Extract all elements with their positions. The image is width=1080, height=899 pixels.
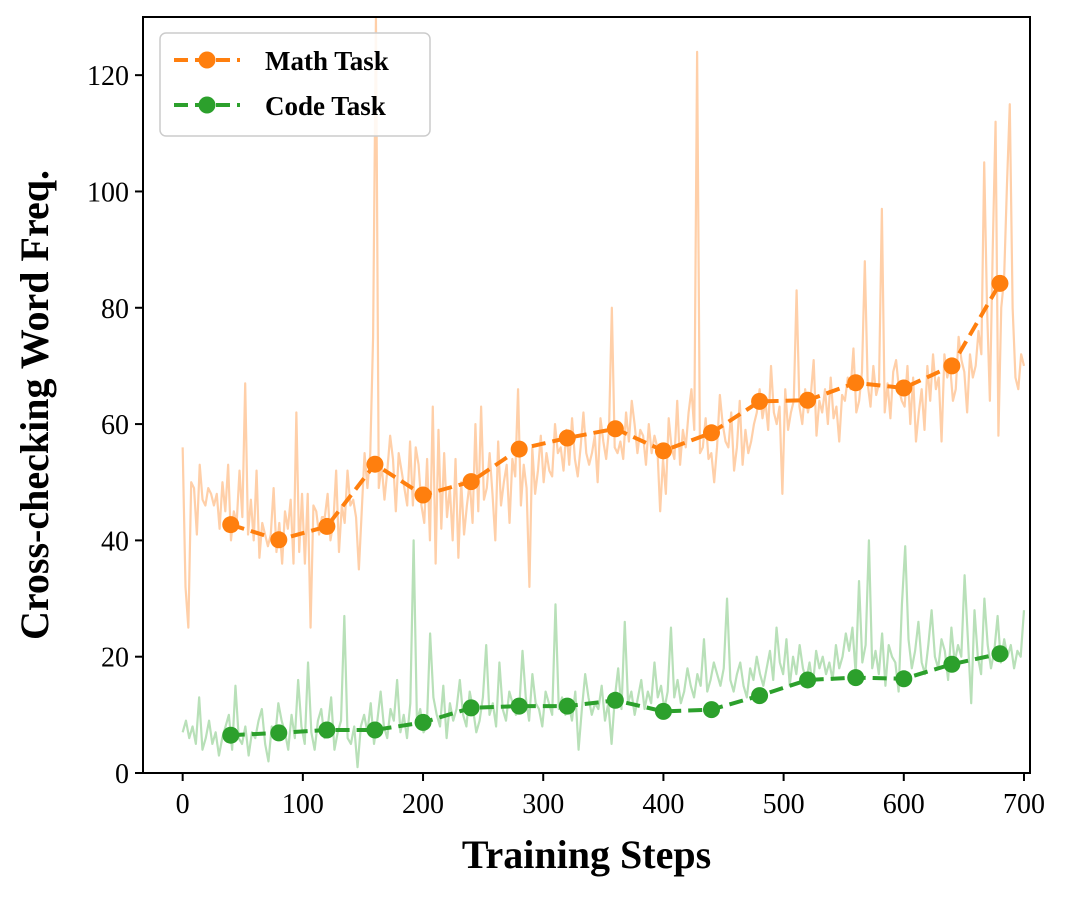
x-tick-label: 100 bbox=[282, 789, 324, 820]
data-point-series-1 bbox=[606, 691, 624, 709]
data-point-series-0 bbox=[895, 379, 913, 397]
data-point-series-1 bbox=[462, 699, 480, 717]
data-point-series-0 bbox=[799, 391, 817, 409]
y-tick-label: 120 bbox=[87, 61, 129, 92]
data-point-series-1 bbox=[414, 713, 432, 731]
data-point-series-1 bbox=[847, 669, 865, 687]
data-point-series-0 bbox=[270, 531, 288, 549]
data-point-series-1 bbox=[702, 701, 720, 719]
data-point-series-0 bbox=[991, 274, 1009, 292]
x-tick-label: 200 bbox=[402, 789, 444, 820]
y-tick-label: 20 bbox=[101, 643, 129, 674]
data-point-series-1 bbox=[991, 645, 1009, 663]
data-point-series-0 bbox=[366, 455, 384, 473]
x-tick-label: 300 bbox=[522, 789, 564, 820]
data-point-series-0 bbox=[222, 516, 240, 534]
legend-items: Math Task Code Task bbox=[174, 46, 389, 121]
data-point-series-1 bbox=[751, 687, 769, 705]
x-tick-label: 600 bbox=[883, 789, 925, 820]
y-tick-label: 0 bbox=[115, 759, 129, 790]
plot-frame bbox=[142, 16, 1031, 774]
data-point-series-0 bbox=[847, 374, 865, 392]
data-point-series-0 bbox=[462, 473, 480, 491]
data-point-series-0 bbox=[702, 424, 720, 442]
x-tick-label: 400 bbox=[642, 789, 684, 820]
y-axis-title: Cross-checking Word Freq. bbox=[12, 170, 57, 640]
data-point-series-1 bbox=[270, 724, 288, 742]
legend-label-0: Math Task bbox=[265, 46, 389, 76]
y-tick-label: 60 bbox=[101, 410, 129, 441]
axis-ticks: 0 100 200 300 400 500 600 700 0 20 40 60 80 100 120 bbox=[87, 61, 1045, 820]
y-tick-label: 100 bbox=[87, 177, 129, 208]
legend: Math Task Code Task bbox=[159, 32, 431, 137]
x-tick-label: 0 bbox=[176, 789, 190, 820]
data-point-series-1 bbox=[558, 697, 576, 715]
y-tick-label: 80 bbox=[101, 294, 129, 325]
data-point-series-0 bbox=[414, 486, 432, 504]
x-tick-label: 500 bbox=[763, 789, 805, 820]
smoothed-series-layer bbox=[222, 274, 1009, 744]
legend-marker-0 bbox=[198, 51, 216, 69]
data-point-series-0 bbox=[558, 429, 576, 447]
y-tick-label: 40 bbox=[101, 526, 129, 557]
data-point-series-0 bbox=[654, 442, 672, 460]
raw-line-series-0 bbox=[181, 17, 1026, 629]
data-point-series-1 bbox=[654, 702, 672, 720]
data-point-series-0 bbox=[318, 517, 336, 535]
legend-marker-1 bbox=[198, 96, 216, 114]
data-point-series-0 bbox=[943, 357, 961, 375]
data-point-series-1 bbox=[510, 697, 528, 715]
data-point-series-1 bbox=[895, 670, 913, 688]
x-tick-label: 700 bbox=[1003, 789, 1045, 820]
data-point-series-1 bbox=[222, 726, 240, 744]
data-point-series-0 bbox=[510, 440, 528, 458]
legend-label-1: Code Task bbox=[265, 91, 386, 121]
data-point-series-0 bbox=[606, 420, 624, 438]
data-point-series-0 bbox=[751, 392, 769, 410]
data-point-series-1 bbox=[366, 721, 384, 739]
data-point-series-1 bbox=[318, 721, 336, 739]
data-point-series-1 bbox=[943, 655, 961, 673]
data-point-series-1 bbox=[799, 671, 817, 689]
x-axis-title: Training Steps bbox=[462, 832, 711, 877]
